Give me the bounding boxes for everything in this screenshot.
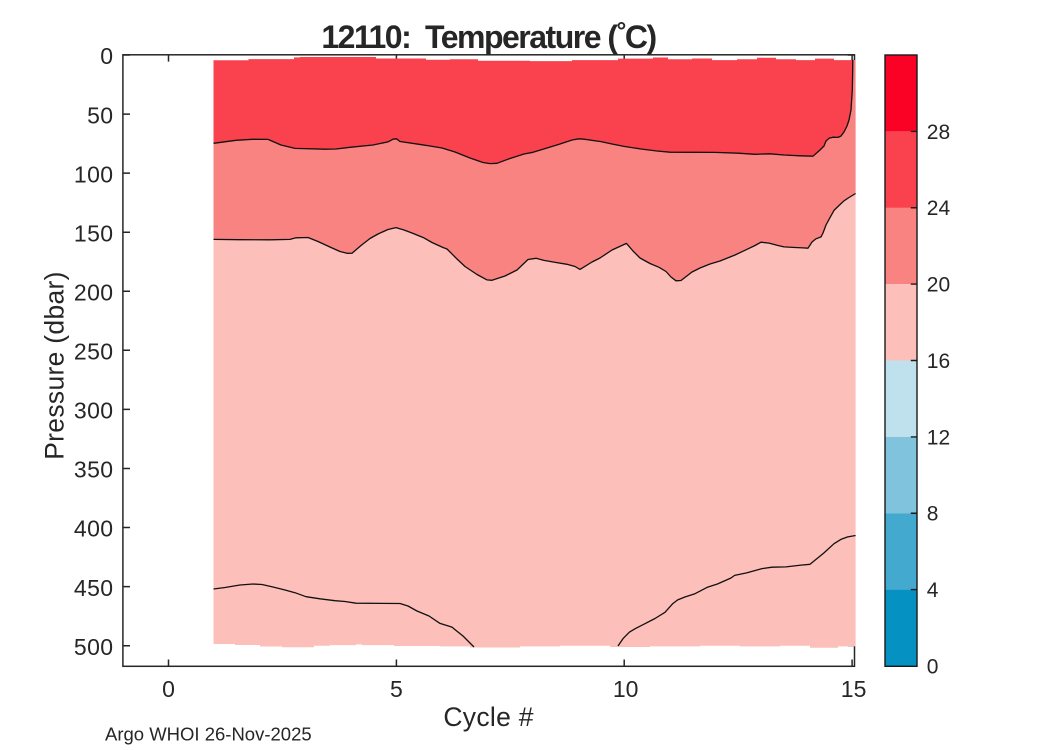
svg-text:0: 0 xyxy=(927,655,939,678)
svg-text:Argo WHOI 26-Nov-2025: Argo WHOI 26-Nov-2025 xyxy=(105,724,312,745)
svg-text:0: 0 xyxy=(100,43,113,69)
svg-text:200: 200 xyxy=(74,280,114,306)
svg-text:12110: Temperature (°C): 12110: Temperature (°C) xyxy=(321,18,656,55)
svg-text:8: 8 xyxy=(927,503,939,526)
svg-text:20: 20 xyxy=(927,274,950,297)
svg-text:450: 450 xyxy=(74,575,114,601)
svg-text:15: 15 xyxy=(841,676,867,702)
svg-text:50: 50 xyxy=(87,102,113,128)
svg-text:300: 300 xyxy=(74,398,114,424)
svg-text:400: 400 xyxy=(74,516,114,542)
svg-text:16: 16 xyxy=(927,350,950,373)
svg-text:Pressure (dbar): Pressure (dbar) xyxy=(40,271,70,460)
svg-text:Cycle #: Cycle # xyxy=(443,702,533,732)
svg-text:500: 500 xyxy=(74,634,114,660)
svg-text:12: 12 xyxy=(927,426,950,449)
svg-text:4: 4 xyxy=(927,579,939,602)
svg-text:150: 150 xyxy=(74,220,114,246)
svg-text:28: 28 xyxy=(927,121,950,144)
svg-text:100: 100 xyxy=(74,161,114,187)
svg-text:0: 0 xyxy=(162,676,175,702)
svg-text:24: 24 xyxy=(927,197,951,220)
svg-text:250: 250 xyxy=(74,339,114,365)
svg-text:10: 10 xyxy=(613,676,639,702)
svg-text:350: 350 xyxy=(74,457,114,483)
svg-text:5: 5 xyxy=(390,676,403,702)
